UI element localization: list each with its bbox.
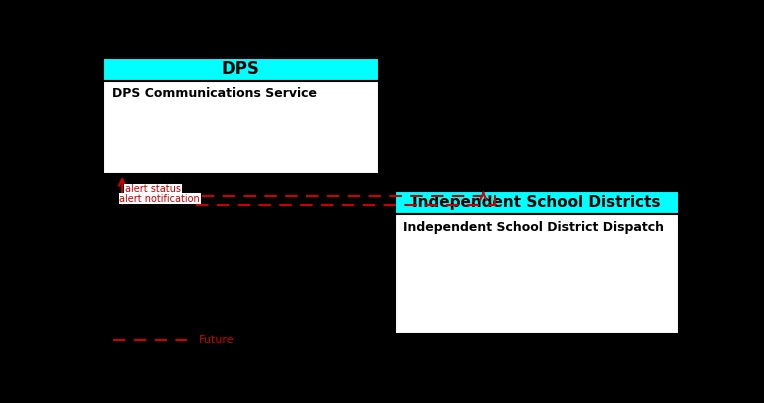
- Text: DPS: DPS: [222, 60, 260, 78]
- Text: alert notification: alert notification: [119, 193, 200, 204]
- Bar: [103, 81, 378, 174]
- Bar: [394, 214, 678, 334]
- Text: Independent School Districts: Independent School Districts: [413, 195, 661, 210]
- Bar: [394, 191, 678, 334]
- Text: Future: Future: [199, 335, 235, 345]
- Text: DPS Communications Service: DPS Communications Service: [112, 87, 317, 100]
- Bar: [103, 58, 378, 81]
- Bar: [394, 191, 678, 214]
- Bar: [103, 58, 378, 174]
- Text: Independent School District Dispatch: Independent School District Dispatch: [403, 220, 665, 234]
- Text: alert status: alert status: [125, 184, 181, 194]
